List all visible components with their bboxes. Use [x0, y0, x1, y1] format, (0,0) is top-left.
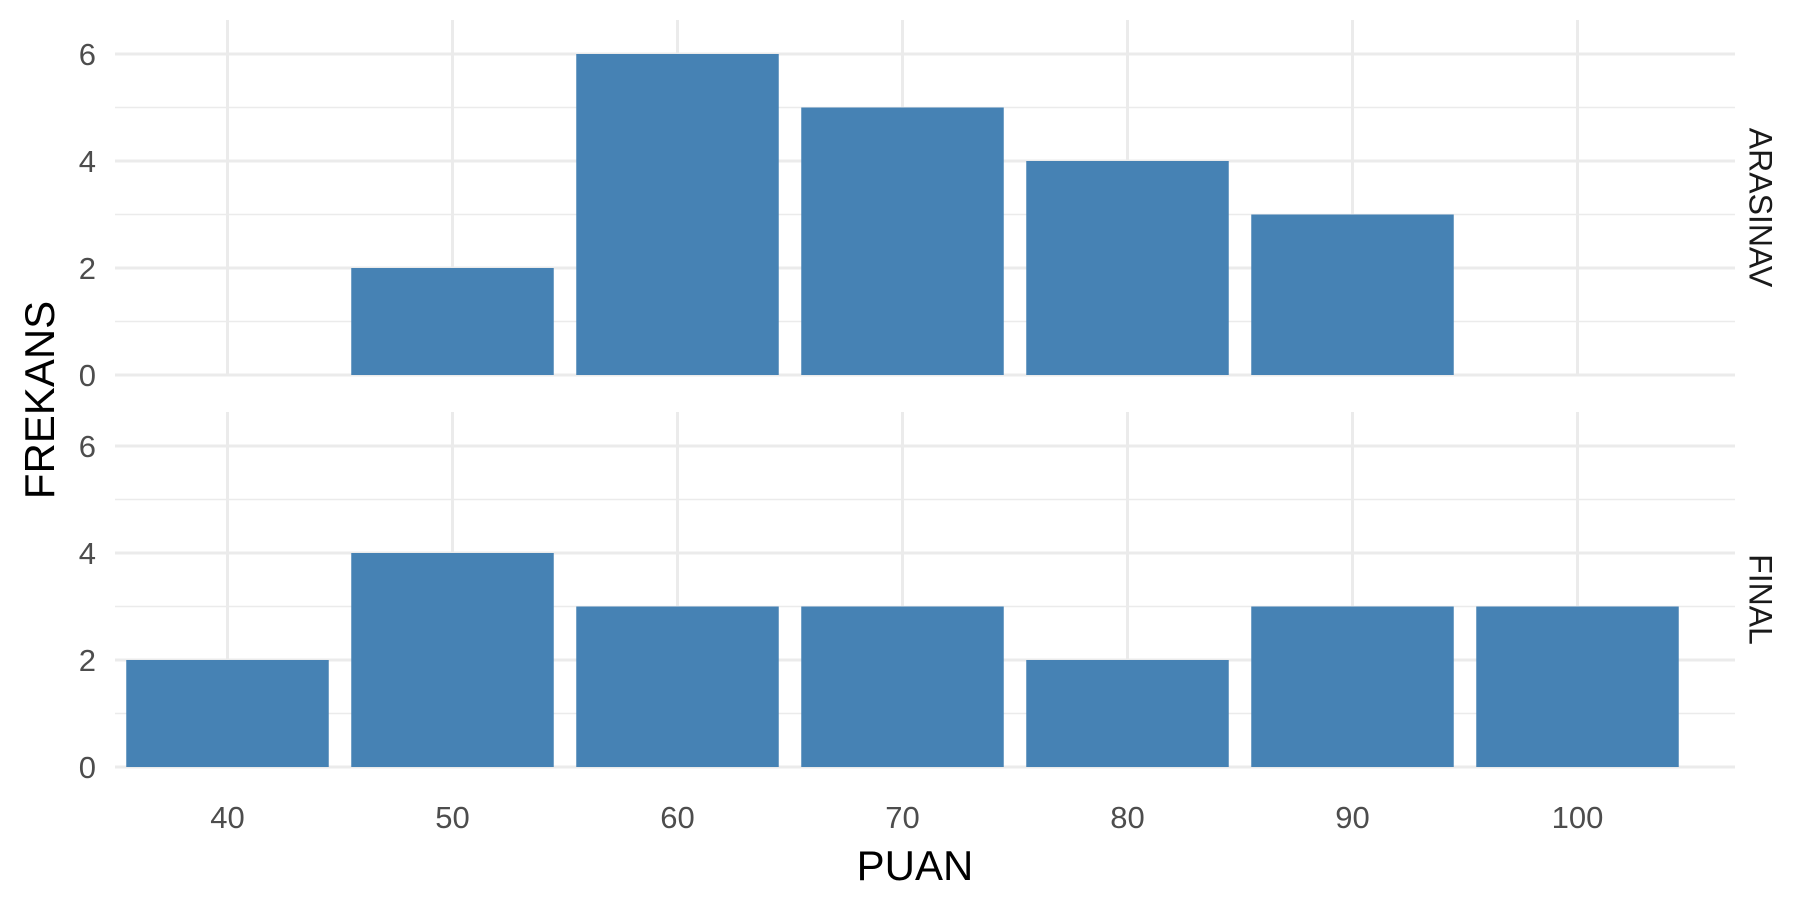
bar	[1251, 606, 1454, 767]
y-tick-label: 2	[79, 251, 96, 286]
y-tick-label: 0	[79, 750, 96, 785]
facet-panel-0: 0 2 4 6 ARASINAV	[79, 20, 1779, 393]
x-tick-label: 80	[1110, 800, 1144, 835]
facet-strip-label: FINAL	[1743, 554, 1779, 645]
x-tick-label: 50	[435, 800, 469, 835]
panels: 0 2 4 6 ARASINAV 0 2 4 6 FINAL	[79, 20, 1779, 785]
bar	[801, 606, 1004, 767]
x-axis-title: PUAN	[857, 842, 974, 889]
x-tick-label: 60	[660, 800, 694, 835]
y-tick-label: 6	[79, 429, 96, 464]
bar	[1476, 606, 1679, 767]
y-tick-label: 4	[79, 144, 96, 179]
x-tick-label: 100	[1552, 800, 1604, 835]
x-tick-label: 40	[210, 800, 244, 835]
y-tick-label: 0	[79, 358, 96, 393]
facet-strip-label: ARASINAV	[1743, 128, 1779, 288]
y-tick-label: 4	[79, 536, 96, 571]
x-tick-label: 90	[1335, 800, 1369, 835]
facet-panel-1: 0 2 4 6 FINAL	[79, 412, 1779, 785]
bar	[351, 553, 554, 767]
bar	[801, 107, 1004, 375]
bar	[1251, 214, 1454, 375]
bar	[126, 660, 329, 767]
y-tick-label: 2	[79, 643, 96, 678]
x-tick-labels: 40 50 60 70 80 90 100	[210, 800, 1603, 835]
bar	[351, 268, 554, 375]
x-tick-label: 70	[885, 800, 919, 835]
bar	[1026, 161, 1229, 375]
y-axis-title: FREKANS	[16, 301, 63, 499]
bar	[576, 54, 779, 375]
bar	[576, 606, 779, 767]
bar	[1026, 660, 1229, 767]
y-tick-label: 6	[79, 37, 96, 72]
